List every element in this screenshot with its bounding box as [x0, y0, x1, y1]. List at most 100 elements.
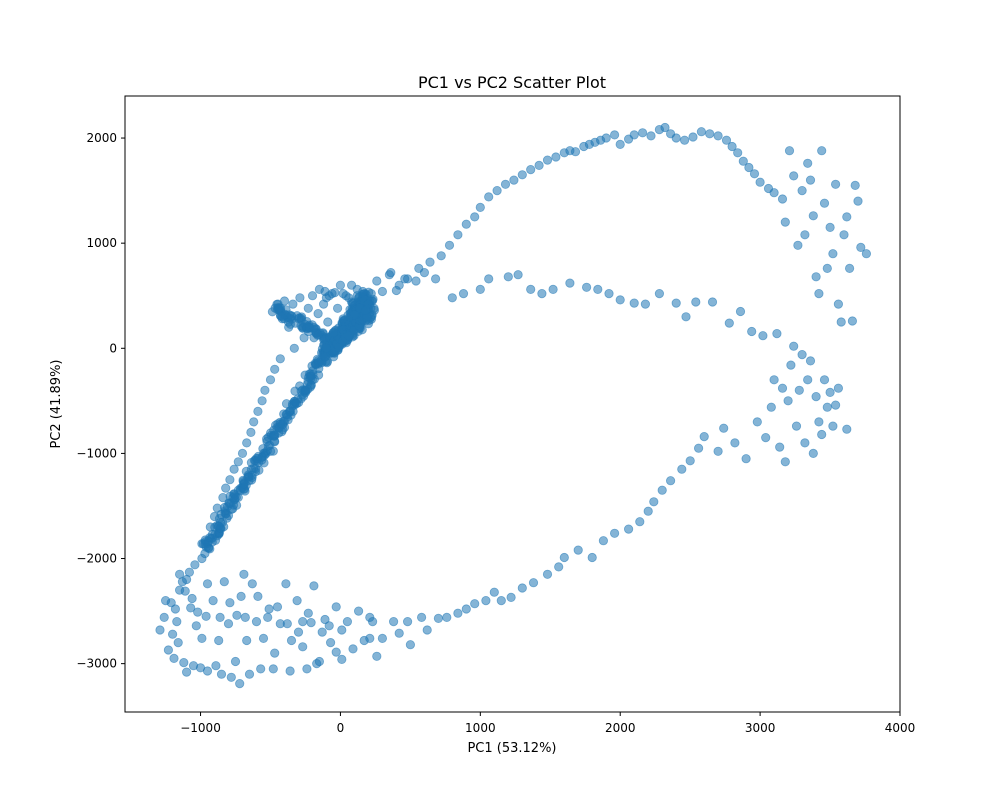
data-point	[372, 651, 382, 661]
data-point	[749, 169, 760, 179]
data-point	[338, 314, 348, 324]
x-tick-label: 2000	[605, 721, 636, 735]
data-point	[405, 640, 415, 650]
plot-frame	[124, 95, 901, 713]
data-point	[830, 400, 841, 410]
data-point	[216, 669, 227, 679]
data-point	[458, 288, 469, 299]
data-point	[402, 616, 413, 627]
data-point	[671, 298, 681, 308]
data-point	[797, 186, 807, 196]
data-point	[288, 299, 298, 309]
data-point	[811, 391, 821, 402]
data-point	[218, 492, 228, 503]
data-point	[817, 429, 827, 440]
data-point	[447, 293, 457, 303]
data-point	[601, 133, 611, 143]
data-point	[791, 421, 802, 431]
data-point	[317, 627, 327, 637]
data-point	[769, 375, 779, 385]
data-point	[349, 309, 359, 320]
data-point	[197, 553, 207, 564]
data-point	[705, 129, 715, 139]
data-point	[484, 192, 494, 202]
data-point	[335, 280, 345, 290]
data-point	[453, 608, 463, 618]
data-point	[303, 303, 313, 313]
x-axis-label: PC1 (53.12%)	[467, 741, 556, 756]
data-point	[830, 179, 841, 189]
data-point	[719, 423, 729, 433]
data-point	[289, 343, 299, 353]
data-point	[274, 303, 284, 313]
data-point	[526, 165, 536, 175]
data-point	[212, 503, 222, 513]
data-point	[240, 612, 250, 623]
data-point	[733, 148, 743, 158]
data-point	[359, 635, 369, 646]
data-point	[260, 385, 270, 395]
data-point	[453, 230, 463, 240]
data-point	[309, 581, 319, 591]
data-point	[175, 569, 185, 579]
data-point	[197, 633, 207, 644]
data-point	[270, 648, 280, 658]
data-point	[193, 607, 203, 617]
data-point	[377, 286, 387, 297]
data-point	[559, 552, 569, 563]
data-point	[436, 251, 446, 261]
data-point	[337, 625, 347, 635]
data-point	[344, 293, 354, 303]
data-point	[402, 274, 413, 284]
data-point	[332, 303, 343, 313]
data-point	[244, 669, 255, 679]
data-point	[814, 288, 824, 299]
data-point	[640, 299, 651, 309]
data-point	[677, 464, 687, 474]
x-tick-label: 1000	[465, 721, 496, 735]
data-point	[444, 240, 455, 250]
data-point	[803, 158, 813, 168]
data-point	[295, 293, 305, 303]
data-point	[604, 288, 614, 299]
data-point	[744, 162, 754, 173]
data-point	[503, 272, 513, 282]
data-point	[509, 175, 519, 185]
data-point	[548, 284, 558, 294]
data-point	[394, 628, 404, 638]
data-point	[187, 593, 197, 604]
chart-title: PC1 vs PC2 Scatter Plot	[418, 73, 606, 92]
data-point	[573, 545, 583, 555]
data-point	[180, 586, 190, 596]
data-point	[819, 375, 830, 385]
data-point	[247, 579, 257, 589]
data-point	[190, 560, 200, 570]
data-point	[542, 569, 553, 579]
data-point	[253, 591, 263, 602]
data-point	[598, 536, 609, 546]
data-point	[256, 664, 266, 674]
data-point	[299, 333, 309, 343]
data-point	[836, 317, 846, 327]
y-axis-label: PC2 (41.89%)	[49, 359, 64, 448]
data-point	[166, 598, 176, 608]
data-point	[414, 263, 424, 273]
data-point	[314, 656, 324, 667]
data-point	[808, 211, 818, 221]
data-point	[320, 614, 330, 625]
data-point	[369, 303, 379, 313]
data-point	[372, 276, 382, 286]
data-point	[679, 135, 690, 145]
data-point	[570, 147, 581, 157]
data-point	[721, 135, 732, 145]
data-point	[615, 139, 625, 149]
data-point	[251, 616, 262, 627]
data-point	[517, 170, 527, 180]
data-point	[264, 604, 274, 614]
data-point	[542, 155, 553, 165]
data-point	[235, 678, 245, 689]
data-point	[635, 517, 645, 527]
data-point	[461, 219, 471, 229]
data-point	[783, 396, 793, 406]
